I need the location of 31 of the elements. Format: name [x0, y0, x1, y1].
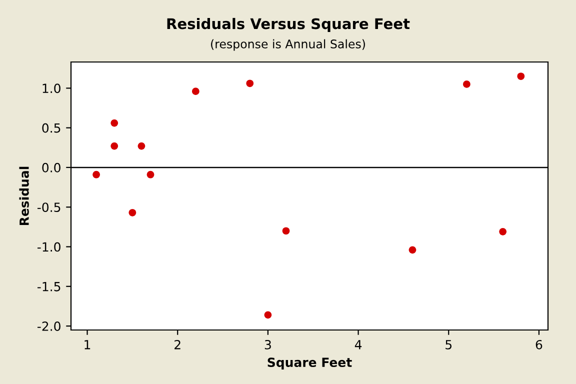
- x-tick-label: 3: [264, 340, 271, 350]
- y-axis-title: Residual: [19, 166, 29, 226]
- point: [408, 246, 416, 254]
- point: [499, 228, 507, 236]
- point: [517, 72, 525, 80]
- y-tick-label: -1.0: [38, 242, 60, 252]
- point: [128, 208, 136, 216]
- x-tick-label: 5: [446, 340, 452, 350]
- point: [192, 88, 200, 96]
- y-tick-label: -2.0: [38, 322, 60, 331]
- y-tick-label: -0.5: [38, 202, 60, 212]
- point: [146, 170, 154, 178]
- x-tick-label: 6: [536, 340, 542, 350]
- x-tick-label: 1: [84, 340, 90, 350]
- point: [110, 119, 118, 127]
- y-tick-label: 1.0: [42, 84, 60, 94]
- x-tick-label: 4: [354, 340, 362, 350]
- chart-subtitle: (response is Annual Sales): [211, 39, 365, 51]
- y-tick-label: 0.0: [42, 162, 60, 172]
- point: [264, 311, 272, 319]
- point: [92, 170, 100, 178]
- y-tick-label: 0.5: [42, 123, 60, 133]
- point: [246, 80, 254, 88]
- y-tick-label: -1.5: [38, 282, 60, 292]
- x-tick-label: 2: [174, 340, 180, 350]
- point: [138, 142, 146, 150]
- chart-title: Residuals Versus Square Feet: [167, 18, 410, 32]
- point: [282, 227, 290, 235]
- point: [463, 80, 470, 88]
- x-axis-title: Square Feet: [268, 358, 352, 370]
- point: [110, 142, 118, 150]
